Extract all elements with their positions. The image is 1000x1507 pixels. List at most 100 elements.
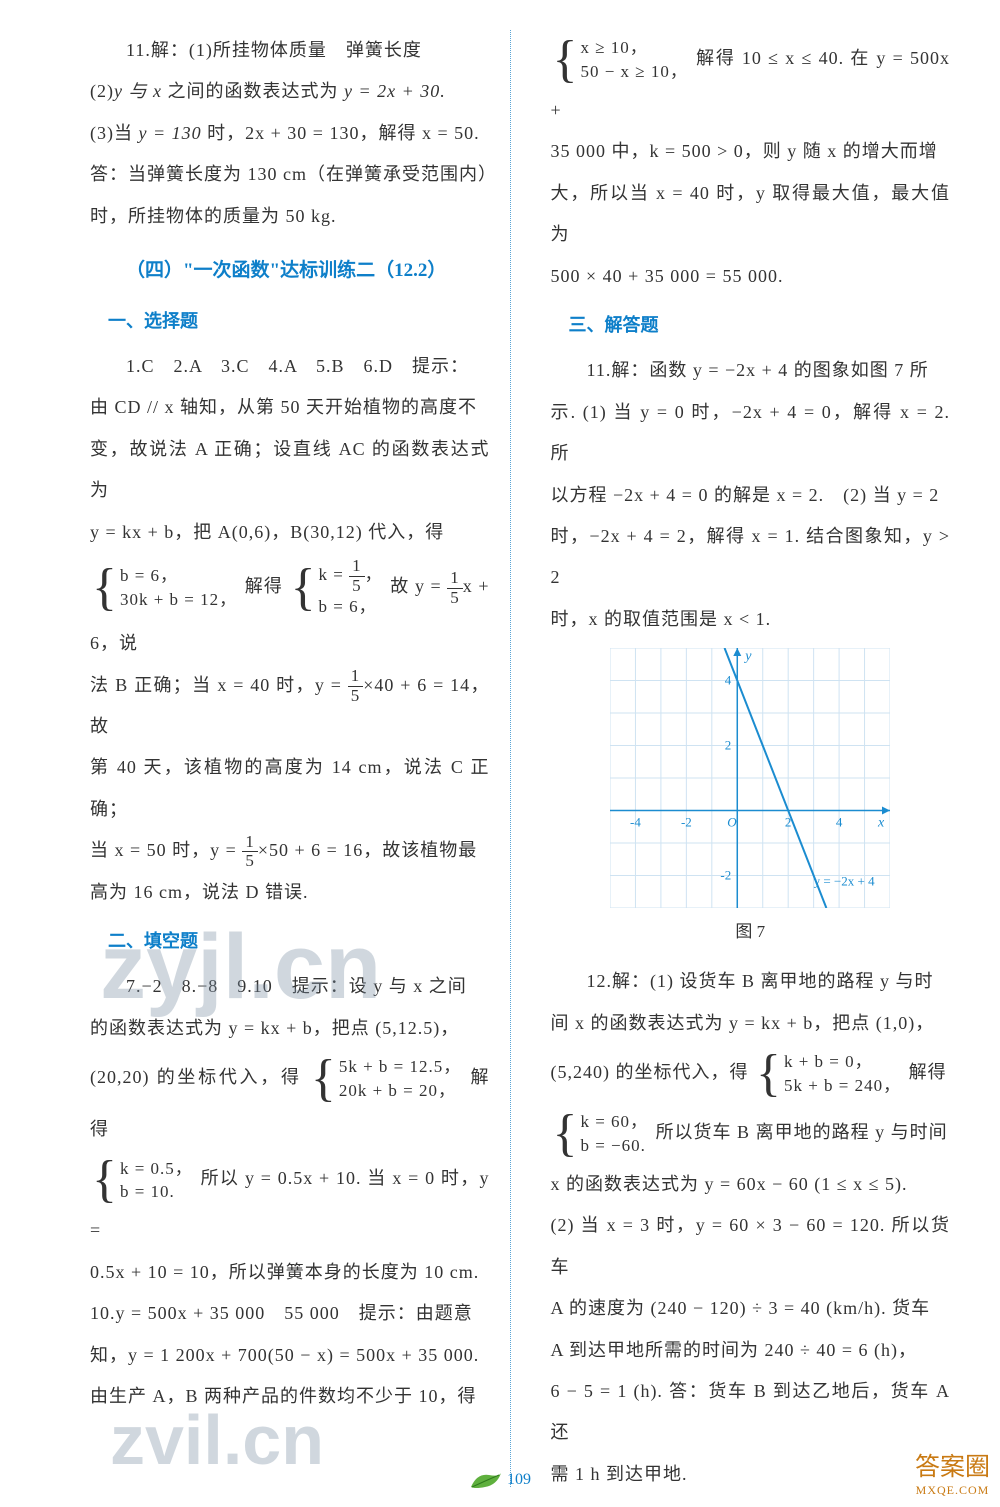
p7: 高为 16 cm，说法 D 错误. — [90, 872, 490, 913]
right-column: { x ≥ 10， 50 − x ≥ 10， 解得 10 ≤ x ≤ 40. 在… — [531, 30, 951, 1487]
sys1-mid: 解得 — [245, 576, 283, 596]
p1: 由 CD // x 轴知，从第 50 天开始植物的高度不 — [90, 387, 490, 428]
s12i: 6 − 5 = 1 (h). 答：货车 B 到达乙地后，货车 A 还 — [551, 1371, 951, 1454]
svg-text:-2: -2 — [681, 815, 692, 830]
system2: { 5k + b = 12.5， 20k + b = 20， — [311, 1053, 461, 1105]
brand1: 答案圈 — [915, 1453, 990, 1483]
q11-line4: 答：当弹簧长度为 130 cm（在弹簧承受范围内） — [90, 154, 490, 195]
system4: { k + b = 0， 5k + b = 240， — [756, 1048, 901, 1100]
q11-line2: (2)y 与 x 之间的函数表达式为 y = 2x + 30. — [90, 71, 490, 112]
svg-text:4: 4 — [725, 673, 732, 688]
s12c-row: (5,240) 的坐标代入，得 { k + b = 0， 5k + b = 24… — [551, 1044, 951, 1104]
brand2: MXQE.COM — [915, 1483, 990, 1497]
r1-row: { x ≥ 10， 50 − x ≥ 10， 解得 10 ≤ x ≤ 40. 在… — [551, 30, 951, 131]
sys5-l2: b = −60. — [580, 1134, 648, 1158]
f2: 的函数表达式为 y = kx + b，把点 (5,12.5)， — [90, 1008, 490, 1049]
r3: 大，所以当 x = 40 时，y 取得最大值，最大值为 — [551, 173, 951, 256]
f6: 10.y = 500x + 35 000 55 000 提示：由题意 — [90, 1293, 490, 1334]
figure-7-label: 图 7 — [551, 912, 951, 951]
s12g: A 的速度为 (240 − 120) ÷ 3 = 40 (km/h). 货车 — [551, 1288, 951, 1329]
q11-l3a: (3)当 — [90, 123, 139, 143]
p4a: 法 B 正确；当 x = 40 时，y = — [90, 675, 348, 695]
r2: 35 000 中，k = 500 > 0，则 y 随 x 的增大而增 — [551, 131, 951, 172]
s12c: (5,240) 的坐标代入，得 — [551, 1062, 755, 1082]
section-4-heading: （四）"一次函数"达标训练二（12.2） — [90, 249, 490, 293]
s12c2: 解得 — [909, 1062, 947, 1082]
s11c: 以方程 −2x + 4 = 0 的解是 x = 2. (2) 当 y = 2 — [551, 475, 951, 516]
sysR-l2: 50 − x ≥ 10， — [580, 60, 687, 84]
page-number: 109 — [469, 1471, 531, 1489]
system1: { b = 6， 30k + b = 12， — [92, 562, 237, 614]
svg-text:y = −2x + 4: y = −2x + 4 — [814, 873, 875, 888]
p3a: y = kx + b，把 A(0,6)，B(30,12) 代入，得 — [90, 512, 490, 553]
system1b: { k = 15， b = 6， — [291, 557, 383, 619]
q11-l2b: 之间的函数表达式为 — [162, 81, 344, 101]
sys5-l1: k = 60， — [580, 1110, 648, 1134]
sys3-l1: k = 0.5， — [120, 1157, 193, 1181]
p2: 变，故说法 A 正确；设直线 AC 的函数表达式为 — [90, 429, 490, 512]
svg-text:y: y — [744, 649, 753, 664]
f4-row: { k = 0.5， b = 10. 所以 y = 0.5x + 10. 当 x… — [90, 1150, 490, 1251]
q11-line1: 11.解：(1)所挂物体质量 弹簧长度 — [90, 30, 490, 71]
systemR: { x ≥ 10， 50 − x ≥ 10， — [553, 34, 688, 86]
sysR-l1: x ≥ 10， — [580, 36, 687, 60]
sys1-l1: b = 6， — [120, 564, 237, 588]
q11-expr2: y = 2x + 30. — [344, 81, 446, 101]
s12a: 12.解：(1) 设货车 B 离甲地的路程 y 与时 — [551, 961, 951, 1002]
system1-row: { b = 6， 30k + b = 12， 解得 { k = 15， b = … — [90, 553, 490, 665]
q11-l3c: 时，2x + 30 = 130，解得 x = 50. — [202, 123, 480, 143]
system5: { k = 60， b = −60. — [553, 1108, 649, 1160]
sys1-l2: 30k + b = 12， — [120, 588, 237, 612]
s12b: 间 x 的函数表达式为 y = kx + b，把点 (1,0)， — [551, 1003, 951, 1044]
s12j: 需 1 h 到达甲地. — [551, 1454, 951, 1495]
sys3-l2: b = 10. — [120, 1180, 193, 1204]
s12f: (2) 当 x = 3 时，y = 60 × 3 − 60 = 120. 所以货… — [551, 1205, 951, 1288]
f3-row: (20,20) 的坐标代入，得 { 5k + b = 12.5， 20k + b… — [90, 1049, 490, 1150]
p6: 当 x = 50 时，y = 15×50 + 6 = 16，故该植物最 — [90, 830, 490, 871]
svg-text:4: 4 — [836, 815, 843, 830]
s11e: 时，x 的取值范围是 x < 1. — [551, 599, 951, 640]
s12e: x 的函数表达式为 y = 60x − 60 (1 ≤ x ≤ 5). — [551, 1164, 951, 1205]
q11-line5: 时，所挂物体的质量为 50 kg. — [90, 196, 490, 237]
left-column: 11.解：(1)所挂物体质量 弹簧长度 (2)y 与 x 之间的函数表达式为 y… — [90, 30, 511, 1487]
system3: { k = 0.5， b = 10. — [92, 1154, 193, 1206]
p6a: 当 x = 50 时，y = — [90, 840, 242, 860]
svg-text:2: 2 — [725, 738, 732, 753]
sys1b-l1: k = 15， — [319, 557, 383, 595]
svg-text:O: O — [728, 815, 738, 830]
p4: 法 B 正确；当 x = 40 时，y = 15×40 + 6 = 14，故 — [90, 665, 490, 748]
yx: y 与 x — [114, 81, 162, 101]
sub-choice: 一、选择题 — [108, 301, 490, 342]
sys4-l1: k + b = 0， — [784, 1050, 901, 1074]
f5: 0.5x + 10 = 10，所以弹簧本身的长度为 10 cm. — [90, 1252, 490, 1293]
sub-solve: 三、解答题 — [569, 305, 951, 346]
sys4-l2: 5k + b = 240， — [784, 1074, 901, 1098]
p6b: ×50 + 6 = 16，故该植物最 — [258, 840, 477, 860]
pagenum-text: 109 — [507, 1471, 531, 1488]
sys2-l2: 20k + b = 20， — [339, 1079, 461, 1103]
svg-text:-2: -2 — [721, 868, 732, 883]
f8: 由生产 A，B 两种产品的件数均不少于 10，得 — [90, 1376, 490, 1417]
f7: 知，y = 1 200x + 700(50 − x) = 500x + 35 0… — [90, 1335, 490, 1376]
p3b-a: 故 y = — [390, 576, 447, 596]
leaf-icon — [469, 1471, 503, 1489]
s12d: 所以货车 B 离甲地的路程 y 与时间 — [656, 1122, 948, 1142]
s11b: 示. (1) 当 y = 0 时，−2x + 4 = 0，解得 x = 2. 所 — [551, 392, 951, 475]
q11-line3: (3)当 y = 130 时，2x + 30 = 130，解得 x = 50. — [90, 113, 490, 154]
s12d-row: { k = 60， b = −60. 所以货车 B 离甲地的路程 y 与时间 — [551, 1104, 951, 1164]
r4: 500 × 40 + 35 000 = 55 000. — [551, 256, 951, 297]
sys2-l1: 5k + b = 12.5， — [339, 1055, 461, 1079]
q11-l3b: y = 130 — [139, 123, 202, 143]
q11-l2a: (2) — [90, 81, 114, 101]
figure-7-graph: -4-224-224Oxyy = −2x + 4 — [610, 648, 890, 908]
sub-fill: 二、填空题 — [108, 921, 490, 962]
s11a: 11.解：函数 y = −2x + 4 的图象如图 7 所 — [551, 350, 951, 391]
s11d: 时，−2x + 4 = 2，解得 x = 1. 结合图象知，y > 2 — [551, 516, 951, 599]
svg-text:x: x — [877, 816, 885, 831]
s12h: A 到达甲地所需的时间为 240 ÷ 40 = 6 (h)， — [551, 1330, 951, 1371]
f3a: (20,20) 的坐标代入，得 — [90, 1067, 309, 1087]
svg-text:-4: -4 — [630, 815, 641, 830]
f1: 7.−2 8.−8 9.10 提示：设 y 与 x 之间 — [90, 966, 490, 1007]
p5: 第 40 天，该植物的高度为 14 cm，说法 C 正确； — [90, 747, 490, 830]
choice-line: 1.C 2.A 3.C 4.A 5.B 6.D 提示： — [90, 346, 490, 387]
